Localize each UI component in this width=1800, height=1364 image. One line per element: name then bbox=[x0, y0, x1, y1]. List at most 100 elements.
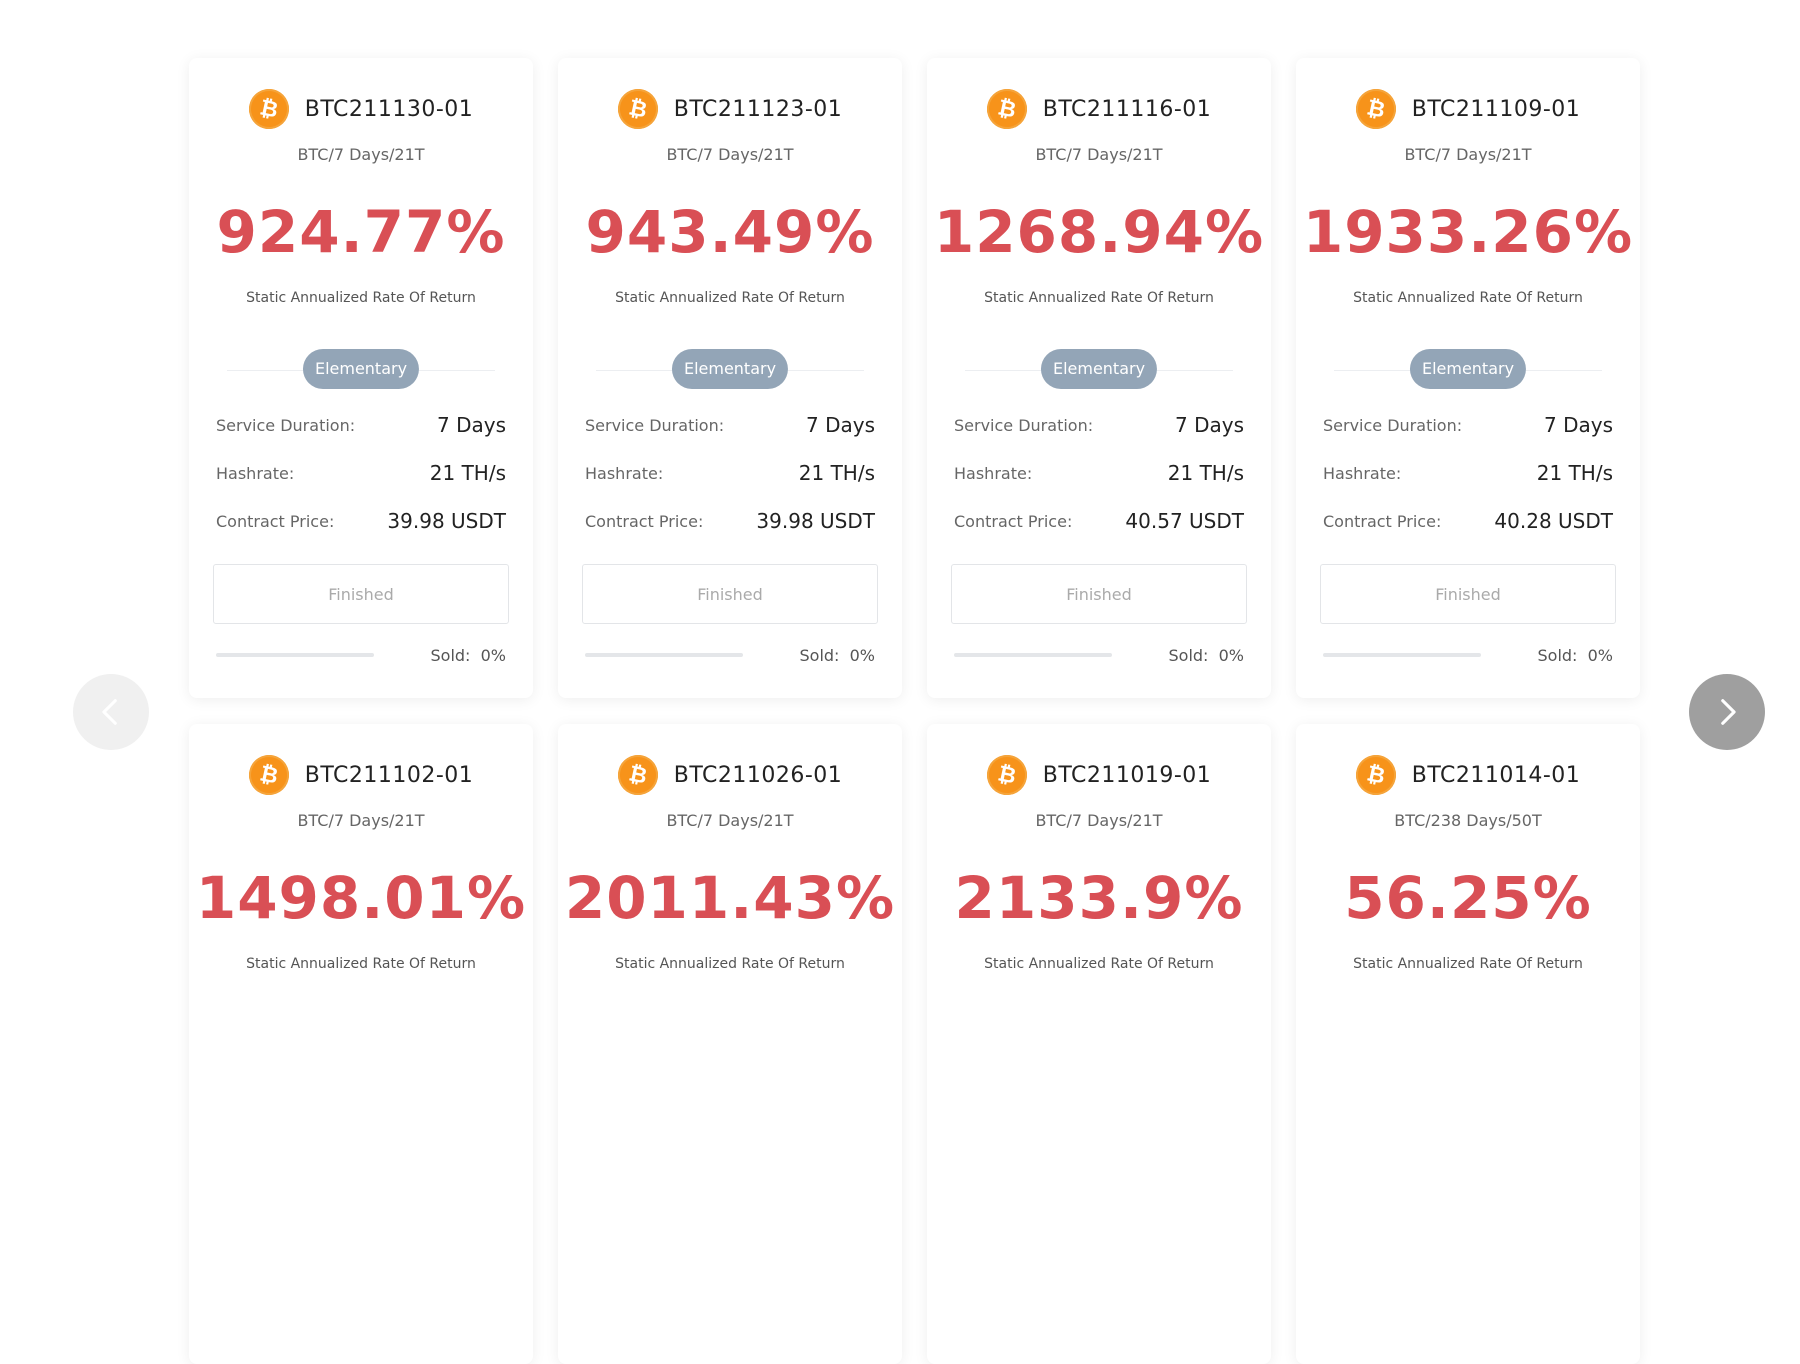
level-badge: Elementary bbox=[302, 349, 420, 389]
contract-price-row: Contract Price: 40.28 USDT bbox=[1323, 507, 1613, 535]
hashrate-value: 21 TH/s bbox=[798, 461, 875, 485]
card-header: ₿ BTC211109-01 bbox=[1296, 85, 1640, 133]
product-card[interactable]: ₿ BTC211130-01 BTC/7 Days/21T 924.77% St… bbox=[189, 58, 533, 698]
bitcoin-icon: ₿ bbox=[983, 85, 1031, 133]
service-duration-label: Service Duration: bbox=[585, 415, 725, 435]
product-subtitle: BTC/238 Days/50T bbox=[1394, 811, 1542, 830]
product-subtitle: BTC/7 Days/21T bbox=[297, 811, 425, 830]
product-card[interactable]: ₿ BTC211014-01 BTC/238 Days/50T 56.25% S… bbox=[1296, 724, 1640, 1364]
product-subtitle: BTC/7 Days/21T bbox=[297, 145, 425, 164]
rate-value: 1933.26% bbox=[1302, 198, 1634, 266]
product-name: BTC211019-01 bbox=[1042, 762, 1212, 788]
sold-label: Sold: bbox=[430, 645, 471, 665]
sold-row: Sold: 0% bbox=[585, 644, 875, 666]
sold-label: Sold: bbox=[799, 645, 840, 665]
product-card[interactable]: ₿ BTC211109-01 BTC/7 Days/21T 1933.26% S… bbox=[1296, 58, 1640, 698]
level-badge: Elementary bbox=[1040, 349, 1158, 389]
rate-value: 2011.43% bbox=[564, 864, 896, 932]
sold-text: Sold: 0% bbox=[1169, 646, 1245, 665]
sold-progress-bar bbox=[1323, 653, 1481, 657]
contract-price-label: Contract Price: bbox=[954, 511, 1073, 531]
service-duration-label: Service Duration: bbox=[216, 415, 356, 435]
hashrate-row: Hashrate: 21 TH/s bbox=[585, 459, 875, 487]
level-badge: Elementary bbox=[1409, 349, 1527, 389]
product-name: BTC211116-01 bbox=[1042, 96, 1212, 122]
product-name: BTC211014-01 bbox=[1411, 762, 1581, 788]
product-name: BTC211102-01 bbox=[304, 762, 474, 788]
service-duration-label: Service Duration: bbox=[954, 415, 1094, 435]
contract-price-label: Contract Price: bbox=[585, 511, 704, 531]
card-header: ₿ BTC211026-01 bbox=[558, 751, 902, 799]
finished-button[interactable]: Finished bbox=[951, 564, 1247, 624]
sold-value: 0% bbox=[480, 645, 506, 665]
service-duration-row: Service Duration: 7 Days bbox=[585, 411, 875, 439]
finished-button[interactable]: Finished bbox=[1320, 564, 1616, 624]
contract-price-value: 40.57 USDT bbox=[1125, 509, 1244, 533]
rate-label: Static Annualized Rate Of Return bbox=[984, 956, 1214, 972]
next-page-button[interactable] bbox=[1689, 674, 1765, 750]
service-duration-label: Service Duration: bbox=[1323, 415, 1463, 435]
contract-price-label: Contract Price: bbox=[216, 511, 335, 531]
rate-label: Static Annualized Rate Of Return bbox=[246, 956, 476, 972]
finished-button[interactable]: Finished bbox=[213, 564, 509, 624]
sold-progress-bar bbox=[585, 653, 743, 657]
contract-price-row: Contract Price: 40.57 USDT bbox=[954, 507, 1244, 535]
contract-price-value: 39.98 USDT bbox=[756, 509, 875, 533]
hashrate-value: 21 TH/s bbox=[429, 461, 506, 485]
sold-value: 0% bbox=[849, 645, 875, 665]
rate-value: 1498.01% bbox=[195, 864, 527, 932]
contract-price-label: Contract Price: bbox=[1323, 511, 1442, 531]
card-header: ₿ BTC211130-01 bbox=[189, 85, 533, 133]
bitcoin-icon: ₿ bbox=[614, 85, 662, 133]
hashrate-row: Hashrate: 21 TH/s bbox=[216, 459, 506, 487]
bitcoin-icon: ₿ bbox=[245, 751, 293, 799]
rate-value: 56.25% bbox=[1344, 864, 1592, 932]
card-header: ₿ BTC211123-01 bbox=[558, 85, 902, 133]
previous-page-button[interactable] bbox=[73, 674, 149, 750]
chevron-right-icon bbox=[1721, 699, 1736, 725]
product-subtitle: BTC/7 Days/21T bbox=[666, 811, 794, 830]
bitcoin-icon: ₿ bbox=[983, 751, 1031, 799]
bitcoin-icon: ₿ bbox=[1352, 85, 1400, 133]
finished-button[interactable]: Finished bbox=[582, 564, 878, 624]
product-subtitle: BTC/7 Days/21T bbox=[1404, 145, 1532, 164]
rate-label: Static Annualized Rate Of Return bbox=[1353, 956, 1583, 972]
bitcoin-icon: ₿ bbox=[1352, 751, 1400, 799]
contract-price-row: Contract Price: 39.98 USDT bbox=[216, 507, 506, 535]
card-header: ₿ BTC211019-01 bbox=[927, 751, 1271, 799]
product-card[interactable]: ₿ BTC211019-01 BTC/7 Days/21T 2133.9% St… bbox=[927, 724, 1271, 1364]
sold-text: Sold: 0% bbox=[1538, 646, 1614, 665]
service-duration-value: 7 Days bbox=[437, 413, 506, 437]
sold-label: Sold: bbox=[1168, 645, 1209, 665]
product-card[interactable]: ₿ BTC211123-01 BTC/7 Days/21T 943.49% St… bbox=[558, 58, 902, 698]
sold-row: Sold: 0% bbox=[954, 644, 1244, 666]
hashrate-value: 21 TH/s bbox=[1167, 461, 1244, 485]
hashrate-label: Hashrate: bbox=[216, 463, 295, 483]
product-card[interactable]: ₿ BTC211116-01 BTC/7 Days/21T 1268.94% S… bbox=[927, 58, 1271, 698]
product-name: BTC211123-01 bbox=[673, 96, 843, 122]
service-duration-row: Service Duration: 7 Days bbox=[216, 411, 506, 439]
hashrate-row: Hashrate: 21 TH/s bbox=[1323, 459, 1613, 487]
product-card[interactable]: ₿ BTC211102-01 BTC/7 Days/21T 1498.01% S… bbox=[189, 724, 533, 1364]
product-card[interactable]: ₿ BTC211026-01 BTC/7 Days/21T 2011.43% S… bbox=[558, 724, 902, 1364]
sold-progress-bar bbox=[954, 653, 1112, 657]
sold-text: Sold: 0% bbox=[431, 646, 507, 665]
sold-value: 0% bbox=[1587, 645, 1613, 665]
chevron-left-icon bbox=[102, 699, 117, 725]
card-header: ₿ BTC211102-01 bbox=[189, 751, 533, 799]
rate-label: Static Annualized Rate Of Return bbox=[246, 290, 476, 306]
bitcoin-icon: ₿ bbox=[614, 751, 662, 799]
product-name: BTC211109-01 bbox=[1411, 96, 1581, 122]
hashrate-row: Hashrate: 21 TH/s bbox=[954, 459, 1244, 487]
rate-value: 1268.94% bbox=[933, 198, 1265, 266]
hashrate-label: Hashrate: bbox=[585, 463, 664, 483]
sold-value: 0% bbox=[1218, 645, 1244, 665]
service-duration-row: Service Duration: 7 Days bbox=[954, 411, 1244, 439]
service-duration-value: 7 Days bbox=[1544, 413, 1613, 437]
hashrate-label: Hashrate: bbox=[954, 463, 1033, 483]
sold-label: Sold: bbox=[1537, 645, 1578, 665]
card-header: ₿ BTC211014-01 bbox=[1296, 751, 1640, 799]
product-grid: ₿ BTC211130-01 BTC/7 Days/21T 924.77% St… bbox=[189, 58, 1640, 972]
product-subtitle: BTC/7 Days/21T bbox=[1035, 811, 1163, 830]
contract-price-value: 39.98 USDT bbox=[387, 509, 506, 533]
